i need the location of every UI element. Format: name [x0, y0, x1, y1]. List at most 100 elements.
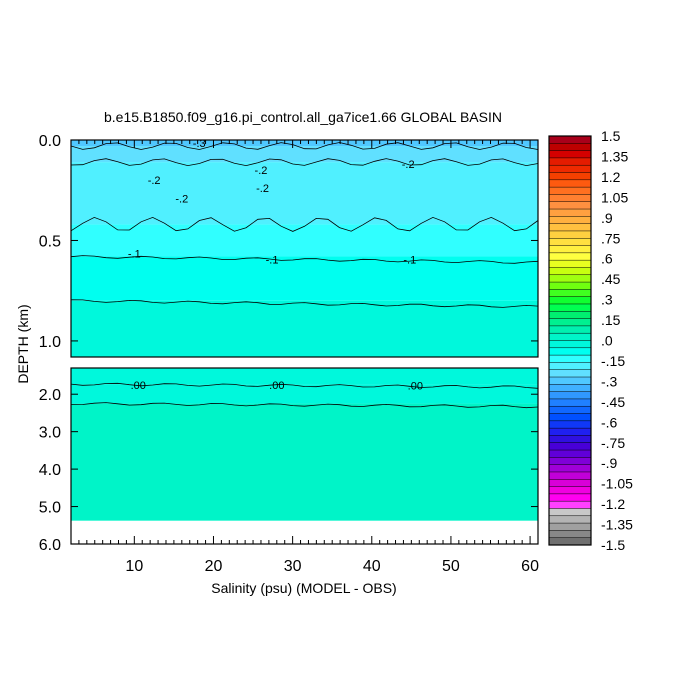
contour-label: .00	[408, 381, 423, 393]
y-tick-label: 0.5	[39, 233, 61, 250]
colorbar-segment	[549, 136, 591, 144]
panel-frame	[70, 139, 539, 358]
colorbar-segment	[549, 157, 591, 166]
contour-band	[71, 146, 538, 163]
colorbar-label: -1.05	[601, 476, 633, 492]
contour-band	[71, 162, 538, 225]
contour-line	[70, 299, 539, 308]
colorbar-segment	[549, 150, 591, 159]
contour-line	[70, 402, 539, 409]
x-axis-label: Salinity (psu) (MODEL - OBS)	[211, 580, 396, 596]
colorbar-segment	[549, 420, 591, 429]
colorbar-segment	[549, 530, 591, 538]
colorbar-segment	[549, 464, 591, 473]
x-tick-label: 50	[442, 558, 460, 575]
colorbar-label: -.75	[601, 435, 625, 451]
colorbar-segment	[549, 537, 591, 546]
colorbar-segment	[549, 523, 591, 531]
y-tick-label: 6.0	[39, 537, 61, 554]
colorbar-segment	[549, 209, 591, 217]
colorbar: 1.5 1.35 1.2 1.05 .9 .75 .6 .45 .3 .15 .0 -.15 -.3 -.…	[548, 128, 633, 553]
colorbar-segment	[549, 274, 591, 283]
colorbar-segment	[549, 515, 591, 524]
colorbar-segment	[549, 245, 591, 254]
colorbar-label: .75	[601, 230, 621, 246]
colorbar-segment	[549, 179, 591, 188]
colorbar-segment	[549, 325, 591, 334]
colorbar-segment	[549, 347, 591, 356]
colorbar-label: -1.2	[601, 496, 625, 512]
lower-panel: .00 .00 .00 2.0 3.0 4.0 5.0 6.0	[39, 367, 539, 554]
colorbar-label: 1.05	[601, 189, 628, 205]
colorbar-segment	[549, 355, 591, 363]
colorbar-segment	[549, 413, 591, 422]
colorbar-label: -.3	[601, 373, 618, 389]
colorbar-label: -.9	[601, 455, 618, 471]
contour-label: -.3	[193, 138, 206, 150]
contour-line	[70, 382, 539, 389]
colorbar-segment	[549, 143, 591, 151]
colorbar-segment	[549, 282, 591, 290]
colorbar-segment	[549, 187, 591, 195]
colorbar-segment	[549, 391, 591, 400]
panel-frame	[70, 367, 539, 545]
y-tick-label: 0.0	[39, 133, 61, 150]
colorbar-segment	[549, 303, 591, 312]
contour-band	[71, 300, 538, 357]
colorbar-segment	[549, 479, 591, 487]
colorbar-label: -1.35	[601, 517, 633, 533]
colorbar-segment	[549, 267, 591, 276]
y-axis-label: DEPTH (km)	[15, 304, 31, 383]
colorbar-label: -1.5	[601, 537, 625, 553]
contour-label: -.2	[256, 183, 269, 195]
colorbar-segment	[549, 501, 591, 509]
y-tick-label: 4.0	[39, 462, 61, 479]
colorbar-segment	[549, 508, 591, 517]
contour-band	[71, 256, 538, 301]
contour-label: .00	[131, 380, 146, 392]
colorbar-segment	[549, 493, 591, 502]
colorbar-segment	[549, 318, 591, 327]
contour-label: .00	[269, 380, 284, 392]
contour-band	[71, 384, 538, 404]
colorbar-segment	[549, 311, 591, 319]
colorbar-segment	[549, 296, 591, 305]
contour-line	[70, 142, 539, 150]
contour-line	[70, 216, 539, 232]
y-tick-label: 3.0	[39, 425, 61, 442]
colorbar-label: -.15	[601, 353, 625, 369]
x-tick-label: 60	[521, 558, 539, 575]
colorbar-segment	[549, 362, 591, 371]
colorbar-label: 1.2	[601, 169, 621, 185]
contour-label: -.1	[266, 255, 279, 267]
colorbar-label: 1.5	[601, 128, 621, 144]
contour-label: -.2	[255, 165, 268, 177]
x-tick-label: 30	[284, 558, 302, 575]
colorbar-segment	[549, 471, 591, 480]
colorbar-segment	[549, 435, 591, 444]
colorbar-segment	[549, 194, 591, 203]
colorbar-segment	[549, 406, 591, 414]
colorbar-label: .0	[601, 333, 613, 349]
colorbar-segment	[549, 377, 591, 385]
contour-label: -.1	[128, 249, 141, 261]
contour-line	[70, 158, 539, 167]
x-tick-label: 20	[205, 558, 223, 575]
colorbar-segment	[549, 172, 591, 181]
x-tick-label: 40	[363, 558, 381, 575]
colorbar-segment	[549, 486, 591, 495]
colorbar-segment	[549, 398, 591, 407]
colorbar-segment	[549, 333, 591, 341]
colorbar-segment	[549, 260, 591, 268]
colorbar-segment	[549, 442, 591, 451]
colorbar-segment	[549, 230, 591, 239]
colorbar-frame	[548, 135, 592, 546]
colorbar-label: .6	[601, 251, 613, 267]
x-axis: 10 20 30 40 50 60	[70, 140, 539, 575]
colorbar-label: 1.35	[601, 148, 628, 164]
contour-band	[71, 403, 538, 521]
x-tick-label: 10	[125, 558, 143, 575]
upper-panel: -.3 -.2 -.2 -.2 -.2 -.2 -.1 -.1 -.1 0.0 0.5 1.0	[39, 133, 539, 358]
colorbar-label: -.6	[601, 414, 618, 430]
